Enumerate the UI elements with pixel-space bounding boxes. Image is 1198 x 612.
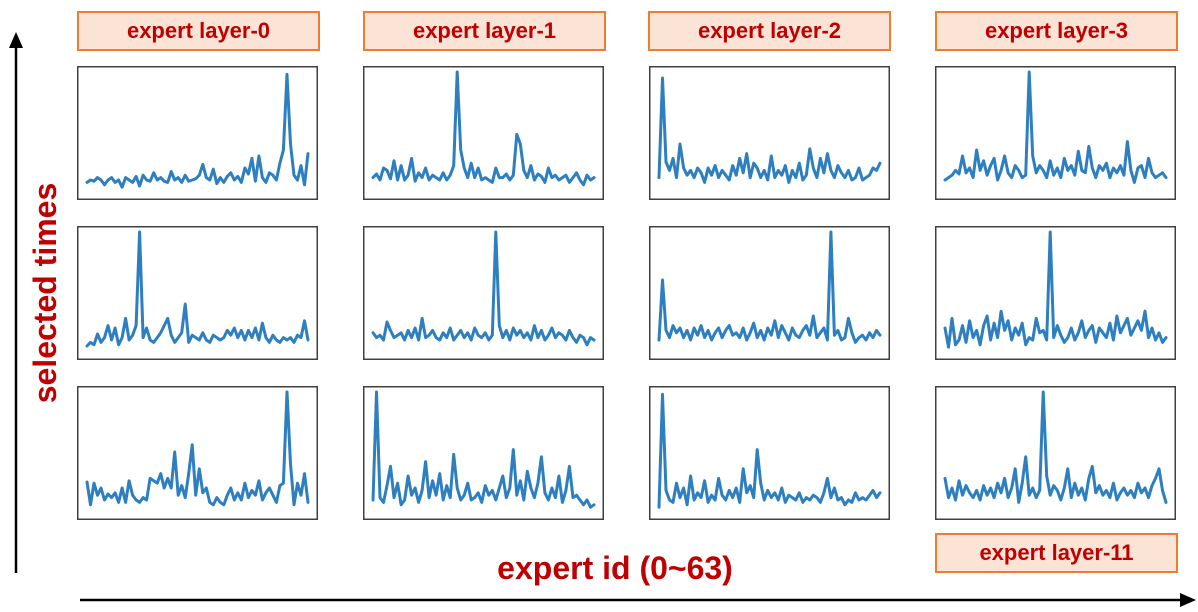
layer-label-2: expert layer-2	[648, 11, 891, 51]
chart-panel	[363, 226, 604, 360]
series-line	[85, 230, 310, 348]
layer-label-0: expert layer-0	[77, 11, 320, 51]
series-line	[943, 390, 1168, 504]
line-chart	[935, 386, 1176, 520]
chart-panel	[935, 226, 1176, 360]
plot-frame	[935, 226, 1176, 360]
x-axis-label: expert id (0~63)	[497, 549, 733, 586]
layer-label-1: expert layer-1	[363, 11, 606, 51]
series-line	[85, 72, 310, 189]
line-chart	[77, 226, 318, 360]
plot-frame	[935, 66, 1176, 200]
chart-panel	[935, 386, 1176, 520]
chart-panel	[935, 66, 1176, 200]
chart-panel	[77, 226, 318, 360]
series-line	[657, 230, 882, 344]
series-line	[657, 76, 882, 184]
chart-panel	[649, 226, 890, 360]
series-line	[371, 70, 596, 187]
chart-panel	[363, 66, 604, 200]
line-chart	[649, 226, 890, 360]
series-line	[371, 390, 596, 509]
line-chart	[363, 66, 604, 200]
chart-panel	[77, 386, 318, 520]
x-axis-arrow-head	[1180, 593, 1196, 607]
y-axis-label: selected times	[26, 182, 63, 404]
series-line	[943, 230, 1168, 349]
line-chart	[935, 66, 1176, 200]
layer-label-3: expert layer-3	[935, 11, 1178, 51]
line-chart	[77, 386, 318, 520]
chart-panel	[363, 386, 604, 520]
chart-panel	[649, 66, 890, 200]
line-chart	[649, 386, 890, 520]
layer-label-11: expert layer-11	[935, 533, 1178, 573]
line-chart	[935, 226, 1176, 360]
chart-panel	[77, 66, 318, 200]
series-line	[371, 230, 596, 347]
line-chart	[77, 66, 318, 200]
series-line	[943, 70, 1168, 184]
plot-frame	[935, 386, 1176, 520]
series-line	[85, 390, 310, 507]
chart-panel	[649, 386, 890, 520]
series-line	[657, 392, 882, 509]
y-axis-arrow-head	[9, 32, 23, 48]
line-chart	[363, 226, 604, 360]
plot-frame	[77, 386, 318, 520]
line-chart	[363, 386, 604, 520]
line-chart	[649, 66, 890, 200]
